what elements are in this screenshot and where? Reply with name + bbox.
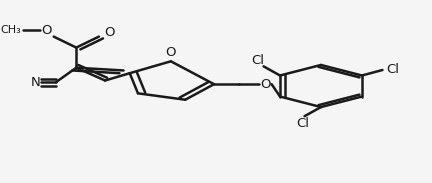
Text: Cl: Cl [386, 64, 399, 76]
Text: O: O [104, 25, 114, 39]
Text: O: O [260, 78, 271, 91]
Text: Cl: Cl [296, 117, 309, 130]
Text: O: O [165, 46, 176, 59]
Text: CH₃: CH₃ [0, 25, 21, 35]
Text: N: N [31, 76, 41, 89]
Text: O: O [41, 24, 52, 37]
Text: Cl: Cl [251, 54, 264, 67]
